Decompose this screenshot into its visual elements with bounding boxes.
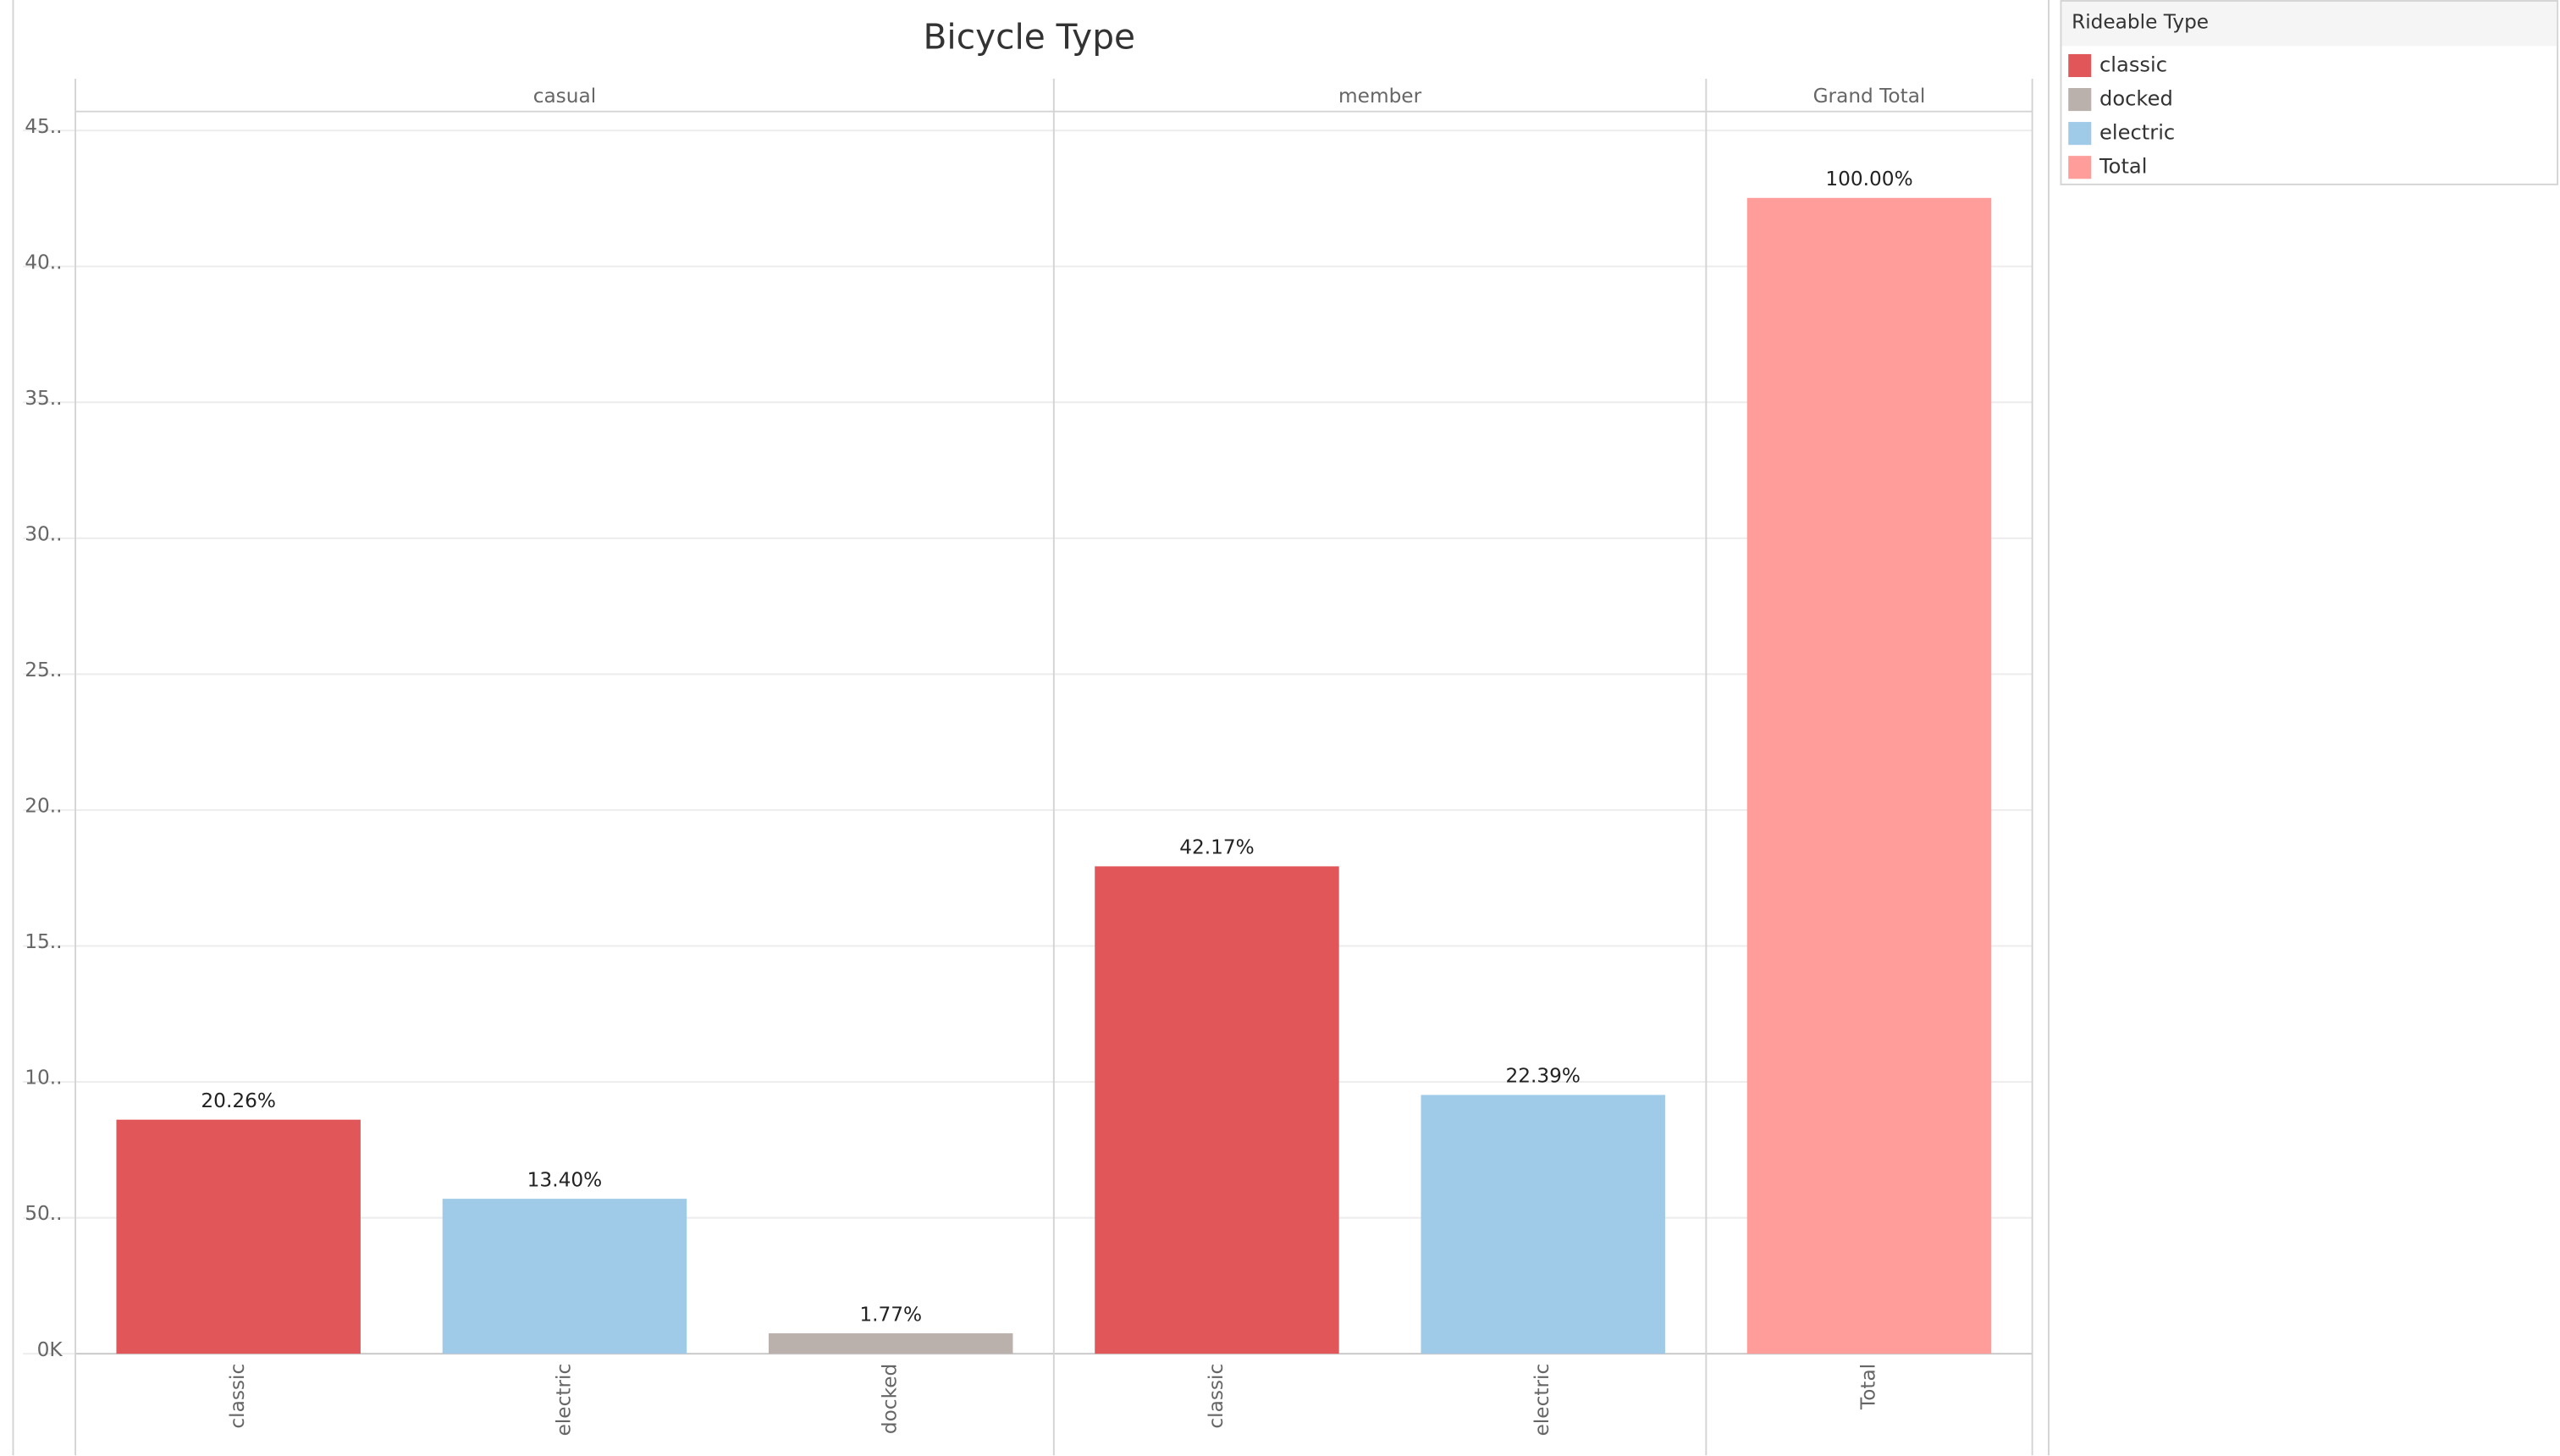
y-tick-label: 40.. [25,251,62,273]
bar [116,1119,361,1354]
legend-swatch [2068,87,2092,112]
x-tick-label: classic [1205,1364,1228,1429]
x-tick-label: classic [226,1364,249,1429]
legend-label: electric [2099,121,2175,145]
bar [1746,197,1992,1354]
percent-label: 1.77% [859,1303,922,1326]
x-tick-label: docked [879,1364,902,1434]
bar [768,1333,1013,1354]
legend-label: Total [2099,155,2147,179]
x-tick-label: electric [1531,1364,1553,1437]
legend-header [2061,1,2557,47]
panel-header: member [1338,85,1422,108]
legend-title: Rideable Type [2072,11,2209,34]
y-tick-label: 20.. [25,795,62,818]
y-tick-label: 25.. [25,659,62,681]
legend-swatch [2068,122,2092,146]
percent-label: 22.39% [1505,1065,1581,1088]
plot: 0K 50.. 10.. 15.. 20.. 25.. 30.. 35.. 40.. 45.. ca… [23,78,2033,1456]
legend-swatch [2068,156,2092,179]
y-tick-label: 50.. [25,1202,62,1225]
bar [1421,1095,1665,1354]
x-tick-label: electric [552,1364,575,1437]
y-tick-label: 35.. [25,387,62,410]
panel-header: Grand Total [1813,85,1926,108]
legend-label: docked [2099,87,2173,111]
x-tick-label: Total [1857,1364,1879,1410]
percent-label: 100.00% [1825,168,1912,190]
y-tick-label: 30.. [25,522,62,545]
y-tick-label: 45.. [25,115,62,138]
percent-label: 20.26% [201,1089,276,1112]
bar [442,1199,687,1354]
panel-header: casual [533,85,597,108]
legend-swatch [2068,53,2092,78]
chart-title: Bicycle Type [924,17,1135,58]
y-tick-label: 10.. [25,1067,62,1089]
bar [1095,866,1339,1354]
y-tick-label: 15.. [25,930,62,953]
percent-label: 13.40% [527,1168,603,1191]
percent-label: 42.17% [1179,836,1255,859]
y-tick-label: 0K [37,1338,63,1361]
legend-label: classic [2099,52,2167,76]
